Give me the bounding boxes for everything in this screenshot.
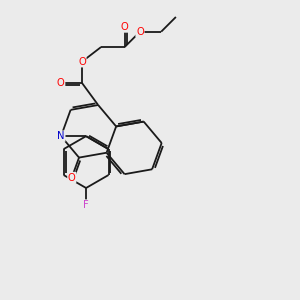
Text: O: O	[136, 27, 144, 37]
Text: N: N	[57, 131, 65, 141]
Text: O: O	[121, 22, 128, 32]
Text: O: O	[57, 78, 64, 88]
Text: O: O	[68, 172, 76, 182]
Text: O: O	[78, 57, 86, 67]
Text: F: F	[83, 200, 89, 210]
